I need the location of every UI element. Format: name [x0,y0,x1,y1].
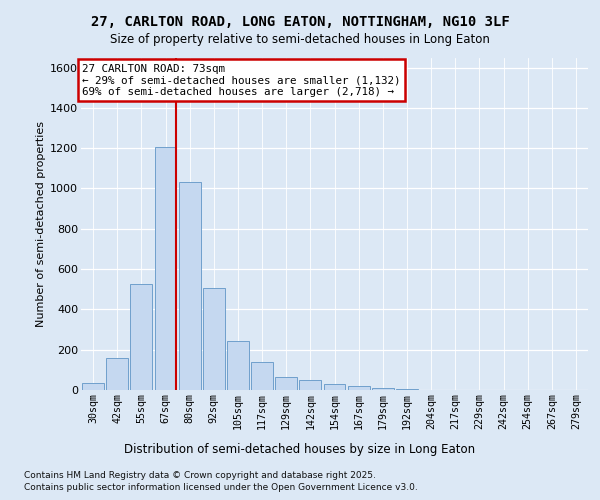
Bar [227,340,249,390]
Text: Size of property relative to semi-detached houses in Long Eaton: Size of property relative to semi-detach… [110,32,490,46]
Text: 27, CARLTON ROAD, LONG EATON, NOTTINGHAM, NG10 3LF: 27, CARLTON ROAD, LONG EATON, NOTTINGHAM… [91,15,509,29]
Bar [130,284,152,390]
Text: 27 CARLTON ROAD: 73sqm
← 29% of semi-detached houses are smaller (1,132)
69% of : 27 CARLTON ROAD: 73sqm ← 29% of semi-det… [82,64,401,96]
Bar [372,388,394,390]
Bar [323,384,346,390]
Bar [275,377,297,390]
Bar [299,380,321,390]
Bar [155,147,176,390]
Y-axis label: Number of semi-detached properties: Number of semi-detached properties [36,120,46,327]
Bar [203,288,224,390]
Bar [251,362,273,390]
Bar [396,389,418,390]
Bar [348,386,370,390]
Text: Contains public sector information licensed under the Open Government Licence v3: Contains public sector information licen… [24,484,418,492]
Text: Distribution of semi-detached houses by size in Long Eaton: Distribution of semi-detached houses by … [124,442,476,456]
Bar [82,383,104,390]
Bar [179,182,200,390]
Bar [106,358,128,390]
Text: Contains HM Land Registry data © Crown copyright and database right 2025.: Contains HM Land Registry data © Crown c… [24,471,376,480]
